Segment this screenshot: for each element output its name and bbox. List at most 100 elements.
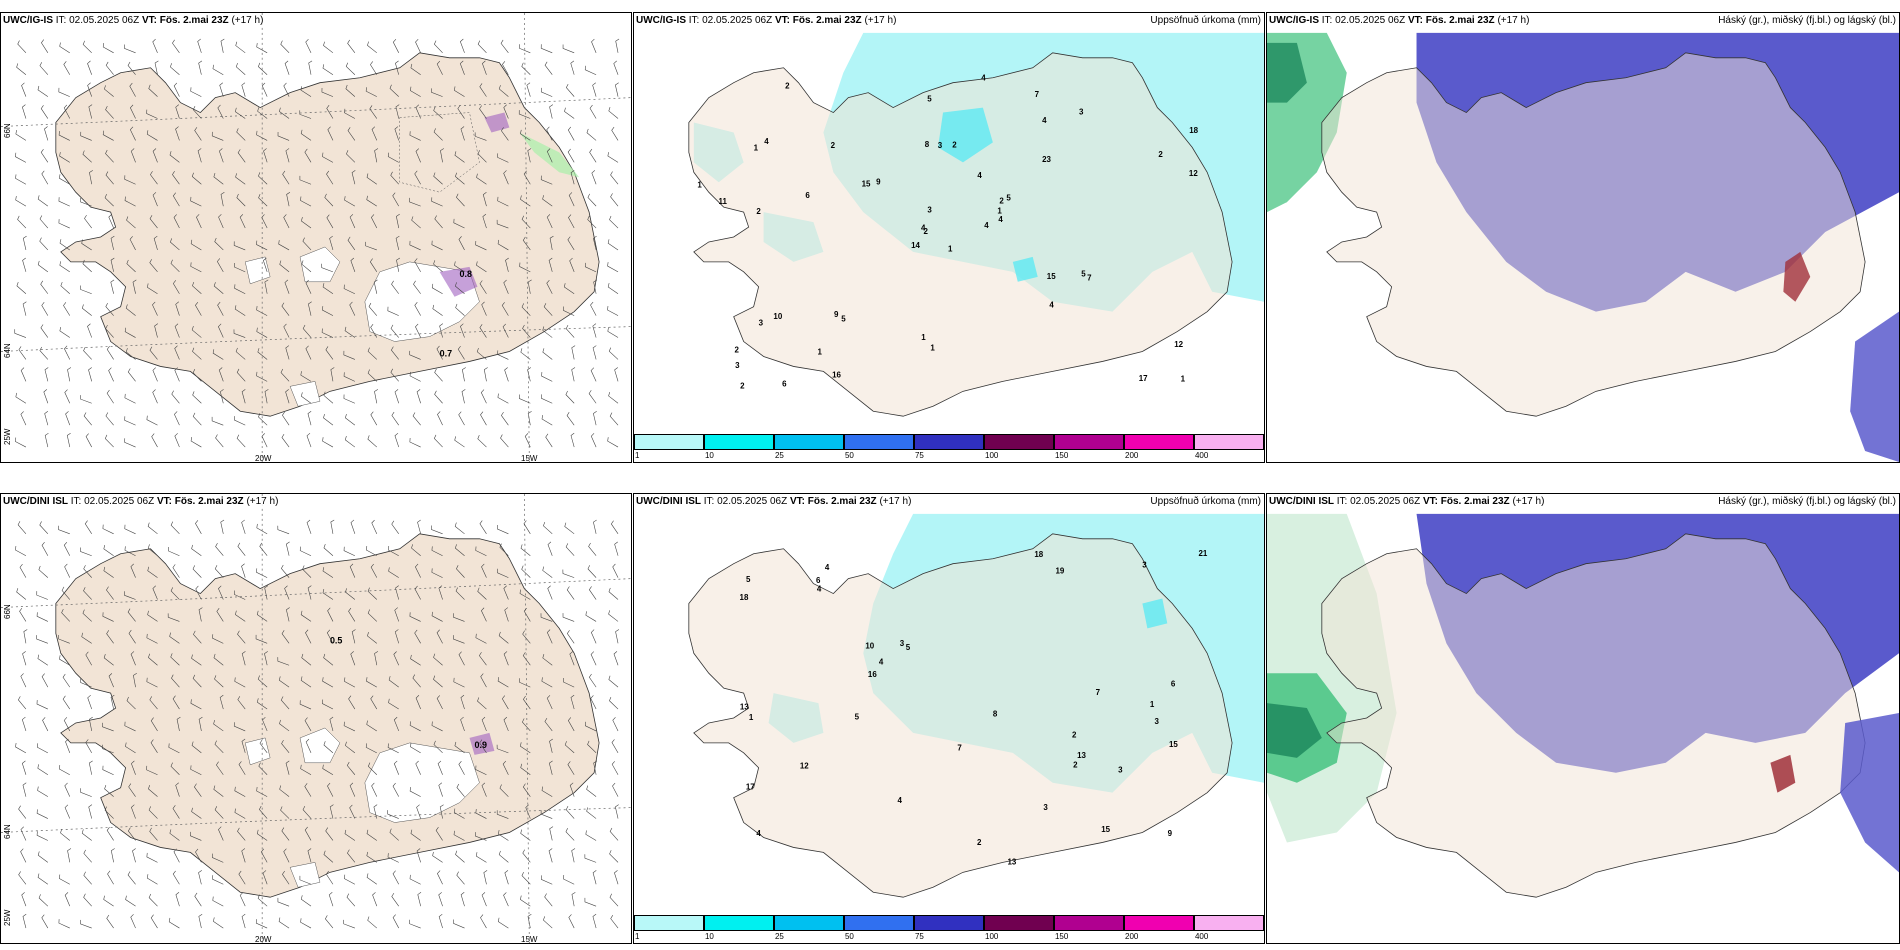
wind-barb [241, 848, 246, 863]
wind-barb [167, 613, 180, 622]
wind-barb [191, 654, 202, 666]
wind-barb [502, 760, 509, 775]
wind-barbs [14, 38, 620, 448]
wind-barb [146, 109, 158, 119]
wind-barb [39, 521, 49, 535]
wind-barb [325, 346, 334, 360]
wind-barb [586, 807, 597, 819]
wind-barb [220, 192, 225, 207]
wind-barb [64, 804, 71, 819]
wind-barb [82, 609, 92, 622]
wind-barb [546, 214, 553, 229]
wind-barb [396, 213, 400, 229]
wind-barb [591, 170, 597, 185]
wind-panel-bottom: UWC/DINI ISL IT: 02.05.2025 06Z VT: Fös.… [0, 493, 632, 944]
wind-barb [349, 782, 356, 797]
wind-barb [325, 827, 334, 841]
wind-barb [393, 716, 400, 732]
wind-barb [344, 677, 356, 688]
wind-barb [126, 259, 136, 273]
wind-barb [415, 563, 421, 578]
wind-barb [304, 826, 312, 841]
wind-barb [347, 236, 356, 251]
cloud-title: Háský (gr.), miðský (fj.bl.) og lágský (… [1718, 496, 1896, 507]
wind-barb [615, 804, 619, 819]
wind-barb [170, 653, 180, 666]
wind-barb [593, 279, 598, 294]
wind-barb [280, 806, 290, 819]
wind-barb [326, 104, 334, 119]
wind-barb [562, 613, 575, 622]
wind-barb [262, 870, 268, 885]
wind-barb [58, 197, 70, 207]
wind-barb [321, 263, 334, 273]
wind-barb [212, 349, 224, 360]
wind-barb [149, 827, 158, 841]
wind-barb [102, 524, 114, 535]
wind-barb [390, 346, 399, 360]
wind-barb [16, 63, 27, 75]
wind-barb [571, 367, 576, 382]
wind-barb [192, 674, 202, 688]
wind-barb [330, 367, 335, 382]
wind-barb [198, 60, 203, 75]
wind-barb [105, 302, 114, 316]
wind-barb [130, 914, 136, 929]
wind-barb [19, 563, 27, 578]
wind-barb [63, 61, 71, 75]
wind-barb [174, 433, 180, 448]
wind-map: 0.7 0.8 [1, 13, 631, 462]
wind-barb [127, 368, 136, 382]
wind-barb [154, 323, 159, 338]
wind-barb [327, 782, 334, 797]
wind-barb [36, 831, 48, 841]
low-cloud-field [1267, 703, 1322, 758]
precip-value: 4 [817, 585, 822, 594]
wind-barb [84, 214, 92, 229]
colorbar-swatch [773, 434, 844, 450]
wind-barb [497, 196, 509, 207]
precip-value: 12 [1174, 340, 1183, 349]
wind-barb [103, 654, 114, 666]
wind-barb [587, 740, 597, 754]
wind-barb [63, 541, 71, 556]
wind-barb [218, 148, 224, 163]
wind-barb [41, 914, 49, 929]
wind-barb [149, 696, 158, 710]
wind-barb [588, 542, 597, 556]
wind-barb [526, 82, 531, 97]
wind-barb [480, 914, 487, 929]
wind-barb [172, 39, 180, 53]
lon-line-15w [523, 13, 530, 462]
wind-barb [58, 219, 70, 229]
wind-barb [281, 433, 290, 448]
wind-barb [415, 760, 421, 775]
wind-barb [284, 585, 290, 600]
grid-label: 66N [3, 123, 12, 138]
wind-barb [592, 345, 597, 360]
wind-barb [306, 519, 312, 534]
wind-barb [146, 852, 158, 863]
wind-barb [61, 608, 70, 622]
glacier [244, 737, 271, 766]
precip-values: 1122257244212181423684109313574511151241… [697, 73, 1198, 390]
wind-barb [367, 435, 378, 448]
wind-barb [392, 782, 400, 797]
wind-barb [329, 716, 334, 732]
grid-label: 64N [3, 343, 12, 358]
wind-barb [237, 630, 246, 644]
wind-barb [477, 150, 487, 163]
wind-barb [124, 196, 136, 207]
wind-barb [104, 785, 114, 797]
wind-barb [148, 785, 158, 797]
wind-barb [370, 563, 378, 578]
wind-barb [520, 829, 531, 841]
wind-barb [37, 85, 49, 97]
wind-barb [214, 237, 224, 251]
wind-barb [586, 128, 597, 141]
wind-barb [454, 436, 465, 448]
wind-barb [61, 586, 71, 600]
wind-barb [198, 870, 202, 885]
grid-label: 25W [3, 909, 12, 926]
wind-barb [415, 38, 421, 53]
